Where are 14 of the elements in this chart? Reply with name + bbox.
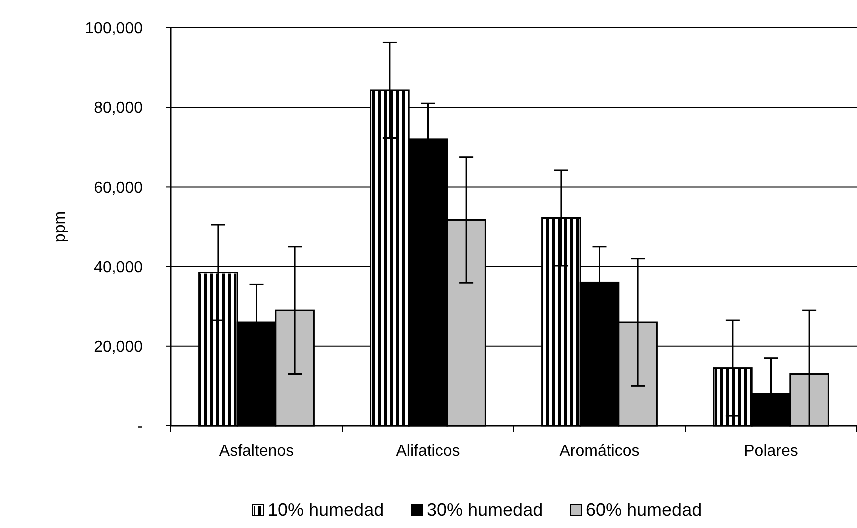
y-tick-label: 80,000 [94, 100, 144, 118]
x-tick-label: Polares [744, 443, 798, 460]
legend-label: 10% humedad [268, 500, 384, 520]
x-tick-label: Aromáticos [560, 443, 640, 460]
legend-label: 60% humedad [586, 500, 702, 520]
y-tick-label: 40,000 [94, 259, 144, 276]
y-tick-label: 20,000 [94, 339, 144, 356]
y-tick-label: - [138, 418, 143, 436]
y-tick-label: 100,000 [85, 20, 144, 38]
y-axis-title: ppm [52, 211, 69, 243]
x-tick-label: Asfaltenos [219, 443, 294, 460]
legend-label: 30% humedad [427, 500, 544, 520]
x-tick-label: Alifaticos [396, 443, 460, 460]
y-tick-label: 60,000 [94, 180, 144, 197]
